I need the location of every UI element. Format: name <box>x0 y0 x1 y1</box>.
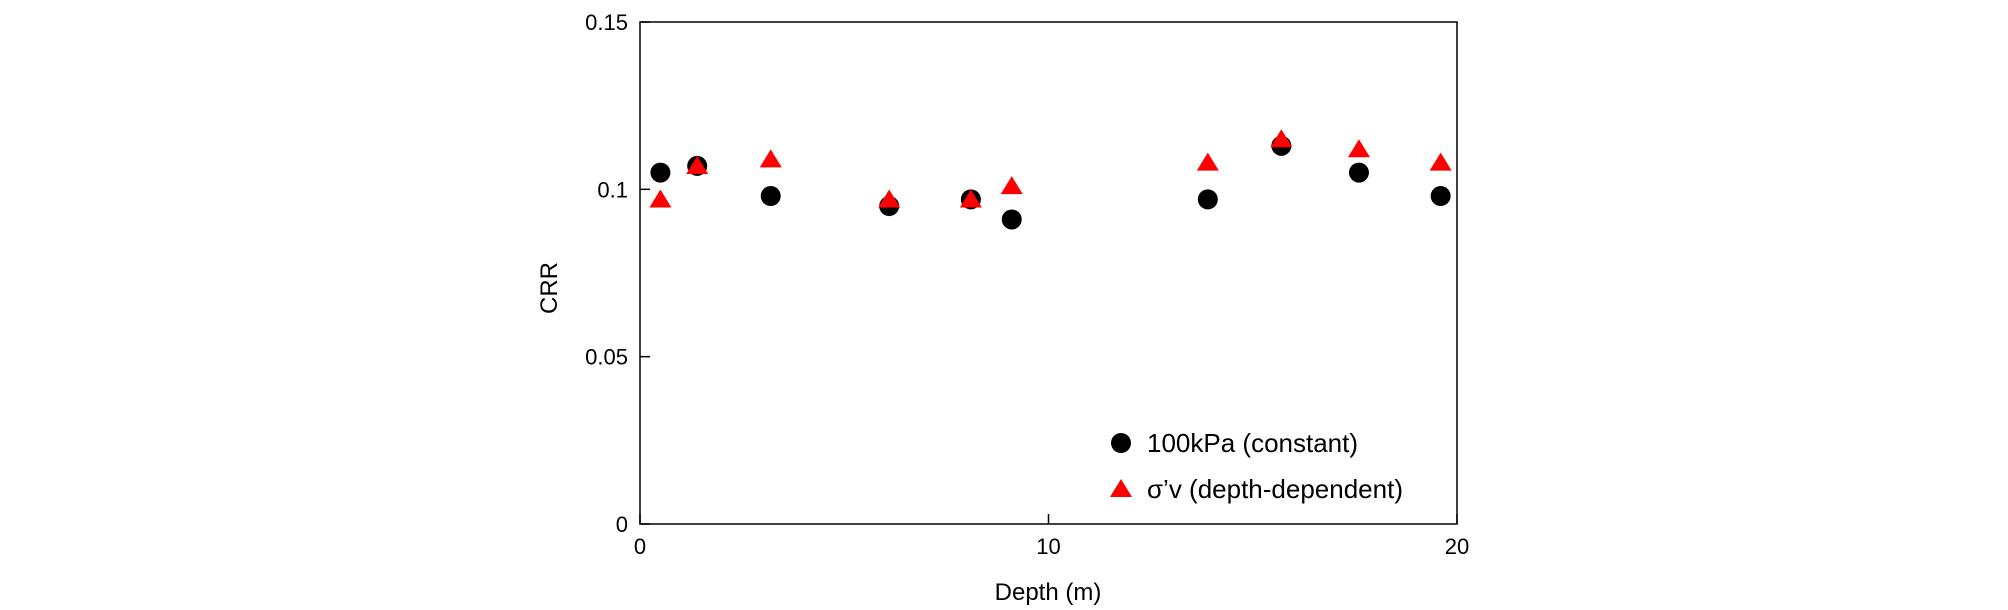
data-point-circle <box>760 186 781 207</box>
data-point-triangle <box>649 189 672 208</box>
data-point-triangle <box>878 189 901 208</box>
data-point-circle <box>1001 209 1022 230</box>
data-point-circle <box>1197 189 1218 210</box>
data-point-triangle <box>1196 152 1219 171</box>
legend-marker-triangle <box>1110 479 1132 497</box>
data-point-triangle <box>686 156 709 175</box>
x-tick-label: 20 <box>1445 534 1469 559</box>
legend-marker-circle <box>1111 433 1131 453</box>
legend-label-series-2: σ’v (depth-dependent) <box>1147 474 1403 504</box>
y-axis-title: CRR <box>536 262 563 314</box>
data-point-circle <box>650 162 671 183</box>
data-point-circle <box>1348 162 1369 183</box>
y-tick-label: 0.05 <box>585 345 628 370</box>
data-point-triangle <box>959 189 982 208</box>
data-point-triangle <box>1000 176 1023 195</box>
data-point-triangle <box>1270 129 1293 148</box>
y-tick-label: 0 <box>616 512 628 537</box>
legend: 100kPa (constant) σ’v (depth-dependent) <box>1110 428 1403 504</box>
x-axis-title: Depth (m) <box>995 579 1102 606</box>
data-point-circle <box>1430 186 1451 207</box>
data-point-triangle <box>1347 139 1370 158</box>
x-tick-label: 0 <box>634 534 646 559</box>
y-tick-label: 0.1 <box>597 177 628 202</box>
data-point-triangle <box>1429 152 1452 171</box>
legend-label-series-1: 100kPa (constant) <box>1147 428 1358 458</box>
axes: 0 10 20 0 0.05 0.1 0.15 <box>585 10 1469 559</box>
data-point-triangle <box>759 149 782 168</box>
y-tick-label: 0.15 <box>585 10 628 35</box>
data-marks <box>649 129 1452 230</box>
x-tick-label: 10 <box>1036 534 1060 559</box>
